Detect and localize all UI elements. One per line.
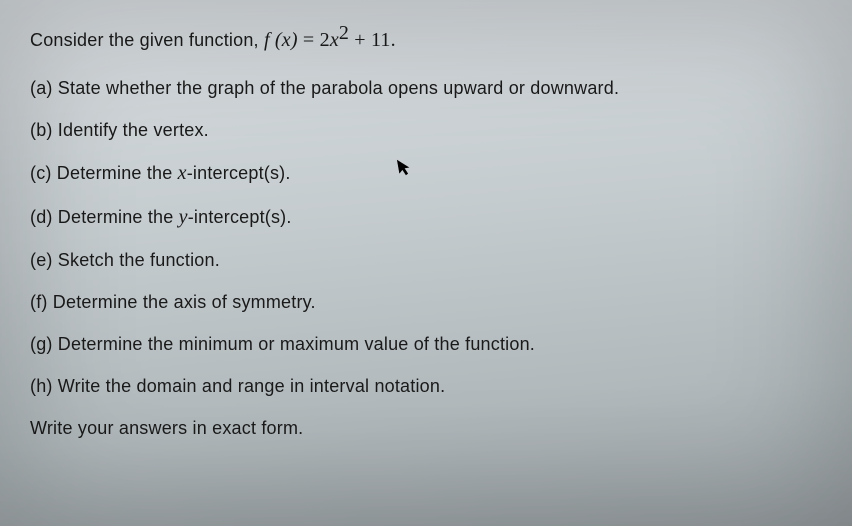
intro-text: Consider the given function, <box>30 30 264 50</box>
question-d-var: y <box>179 206 188 228</box>
question-g: (g) Determine the minimum or maximum val… <box>30 334 822 355</box>
function-eq: = <box>298 29 320 51</box>
question-c-suffix: -intercept(s). <box>187 163 291 183</box>
problem-intro: Consider the given function, f (x) = 2x2… <box>30 22 822 52</box>
question-a: (a) State whether the graph of the parab… <box>30 78 822 99</box>
function-coef: 2 <box>320 29 330 51</box>
question-d-prefix: (d) Determine the <box>30 207 179 227</box>
function-lhs: f (x) <box>264 29 298 51</box>
question-b: (b) Identify the vertex. <box>30 120 822 141</box>
function-tail: + 11. <box>349 29 396 51</box>
question-d-suffix: -intercept(s). <box>188 207 292 227</box>
question-h: (h) Write the domain and range in interv… <box>30 376 822 397</box>
question-d: (d) Determine the y-intercept(s). <box>30 206 822 229</box>
question-e: (e) Sketch the function. <box>30 250 822 271</box>
answer-instruction: Write your answers in exact form. <box>30 418 822 439</box>
question-f: (f) Determine the axis of symmetry. <box>30 292 822 313</box>
question-c-var: x <box>178 162 187 184</box>
function-exp: 2 <box>339 22 349 44</box>
function-var: x <box>330 29 339 51</box>
question-c-prefix: (c) Determine the <box>30 163 178 183</box>
question-c: (c) Determine the x-intercept(s). <box>30 162 822 185</box>
